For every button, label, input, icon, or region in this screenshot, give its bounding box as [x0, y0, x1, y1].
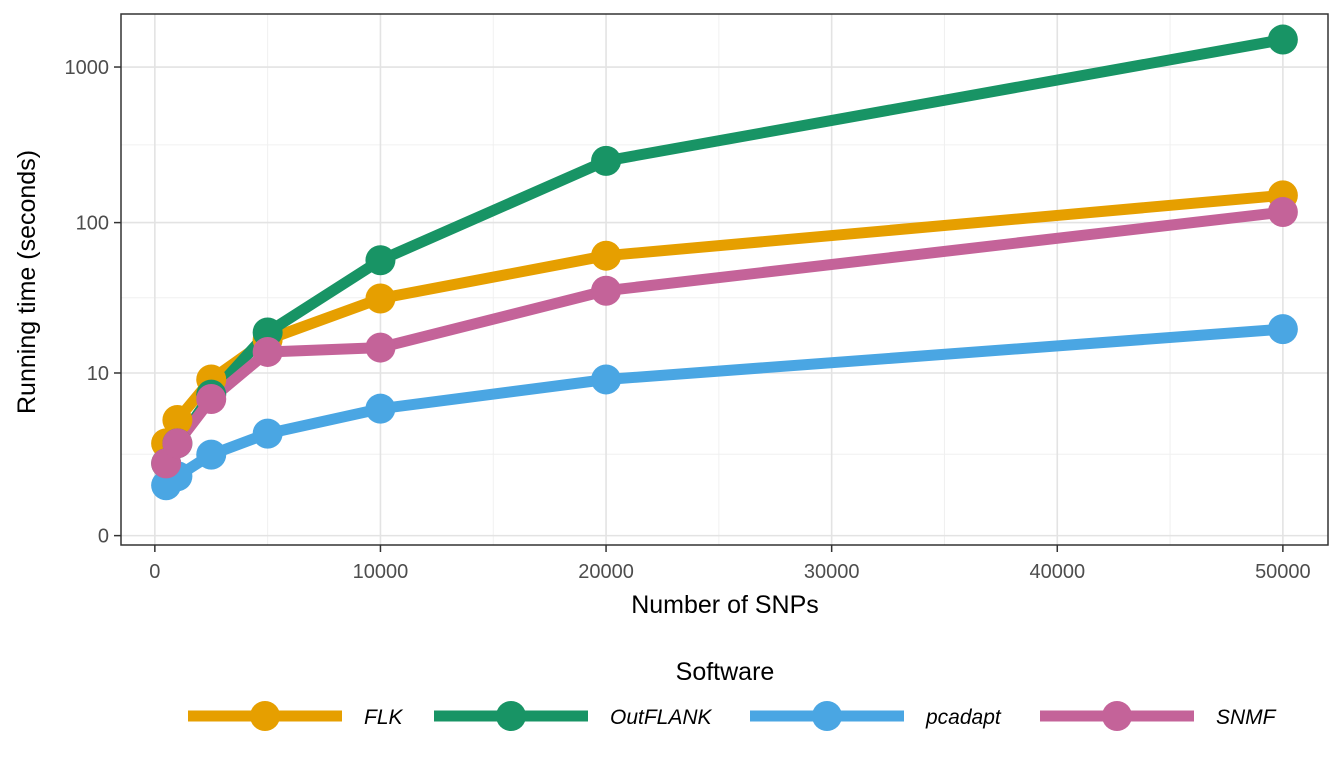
y-tick-label: 100	[76, 213, 109, 235]
legend-label-SNMF: SNMF	[1216, 706, 1277, 729]
data-point-pcadapt	[252, 418, 283, 449]
x-tick-label: 30000	[804, 561, 860, 583]
legend-title: Software	[676, 658, 775, 686]
data-point-FLK	[162, 405, 193, 436]
legend-key-point-FLK	[250, 701, 280, 731]
legend-label-FLK: FLK	[364, 706, 404, 729]
data-point-OutFLANK	[591, 145, 622, 176]
legend-key-point-pcadapt	[812, 701, 842, 731]
y-tick-label: 1000	[65, 57, 110, 79]
data-point-pcadapt	[365, 393, 396, 424]
panel-border	[120, 13, 1329, 546]
data-point-SNMF	[365, 332, 396, 363]
data-point-OutFLANK	[1267, 24, 1298, 55]
y-tick-label: 0	[98, 526, 109, 548]
data-point-SNMF	[196, 383, 227, 414]
data-point-pcadapt	[1267, 314, 1298, 345]
data-point-SNMF	[252, 336, 283, 367]
legend-label-pcadapt: pcadapt	[925, 706, 1002, 729]
data-point-pcadapt	[591, 364, 622, 395]
data-point-FLK	[591, 240, 622, 271]
x-tick-label: 20000	[578, 561, 634, 583]
data-point-FLK	[365, 283, 396, 314]
x-axis-ticks: 0 10000 20000 30000 40000 50000	[149, 545, 1311, 583]
legend: FLK OutFLANK pcadapt SNMF	[188, 701, 1277, 731]
legend-key-point-OutFLANK	[496, 701, 526, 731]
x-tick-label: 50000	[1255, 561, 1311, 583]
y-tick-label: 10	[87, 363, 109, 385]
legend-label-OutFLANK: OutFLANK	[610, 706, 713, 729]
data-point-SNMF	[1267, 197, 1298, 228]
data-point-SNMF	[591, 275, 622, 306]
x-tick-label: 40000	[1029, 561, 1085, 583]
data-point-pcadapt	[196, 439, 227, 470]
y-axis-title: Running time (seconds)	[13, 150, 41, 414]
x-axis-title: Number of SNPs	[631, 591, 819, 619]
x-tick-label: 10000	[353, 561, 409, 583]
y-axis-ticks: 0 10 100 1000	[65, 57, 121, 548]
legend-key-point-SNMF	[1102, 701, 1132, 731]
data-point-SNMF	[162, 428, 193, 459]
series-points	[151, 24, 1298, 501]
x-tick-label: 0	[149, 561, 160, 583]
data-point-OutFLANK	[365, 245, 396, 276]
